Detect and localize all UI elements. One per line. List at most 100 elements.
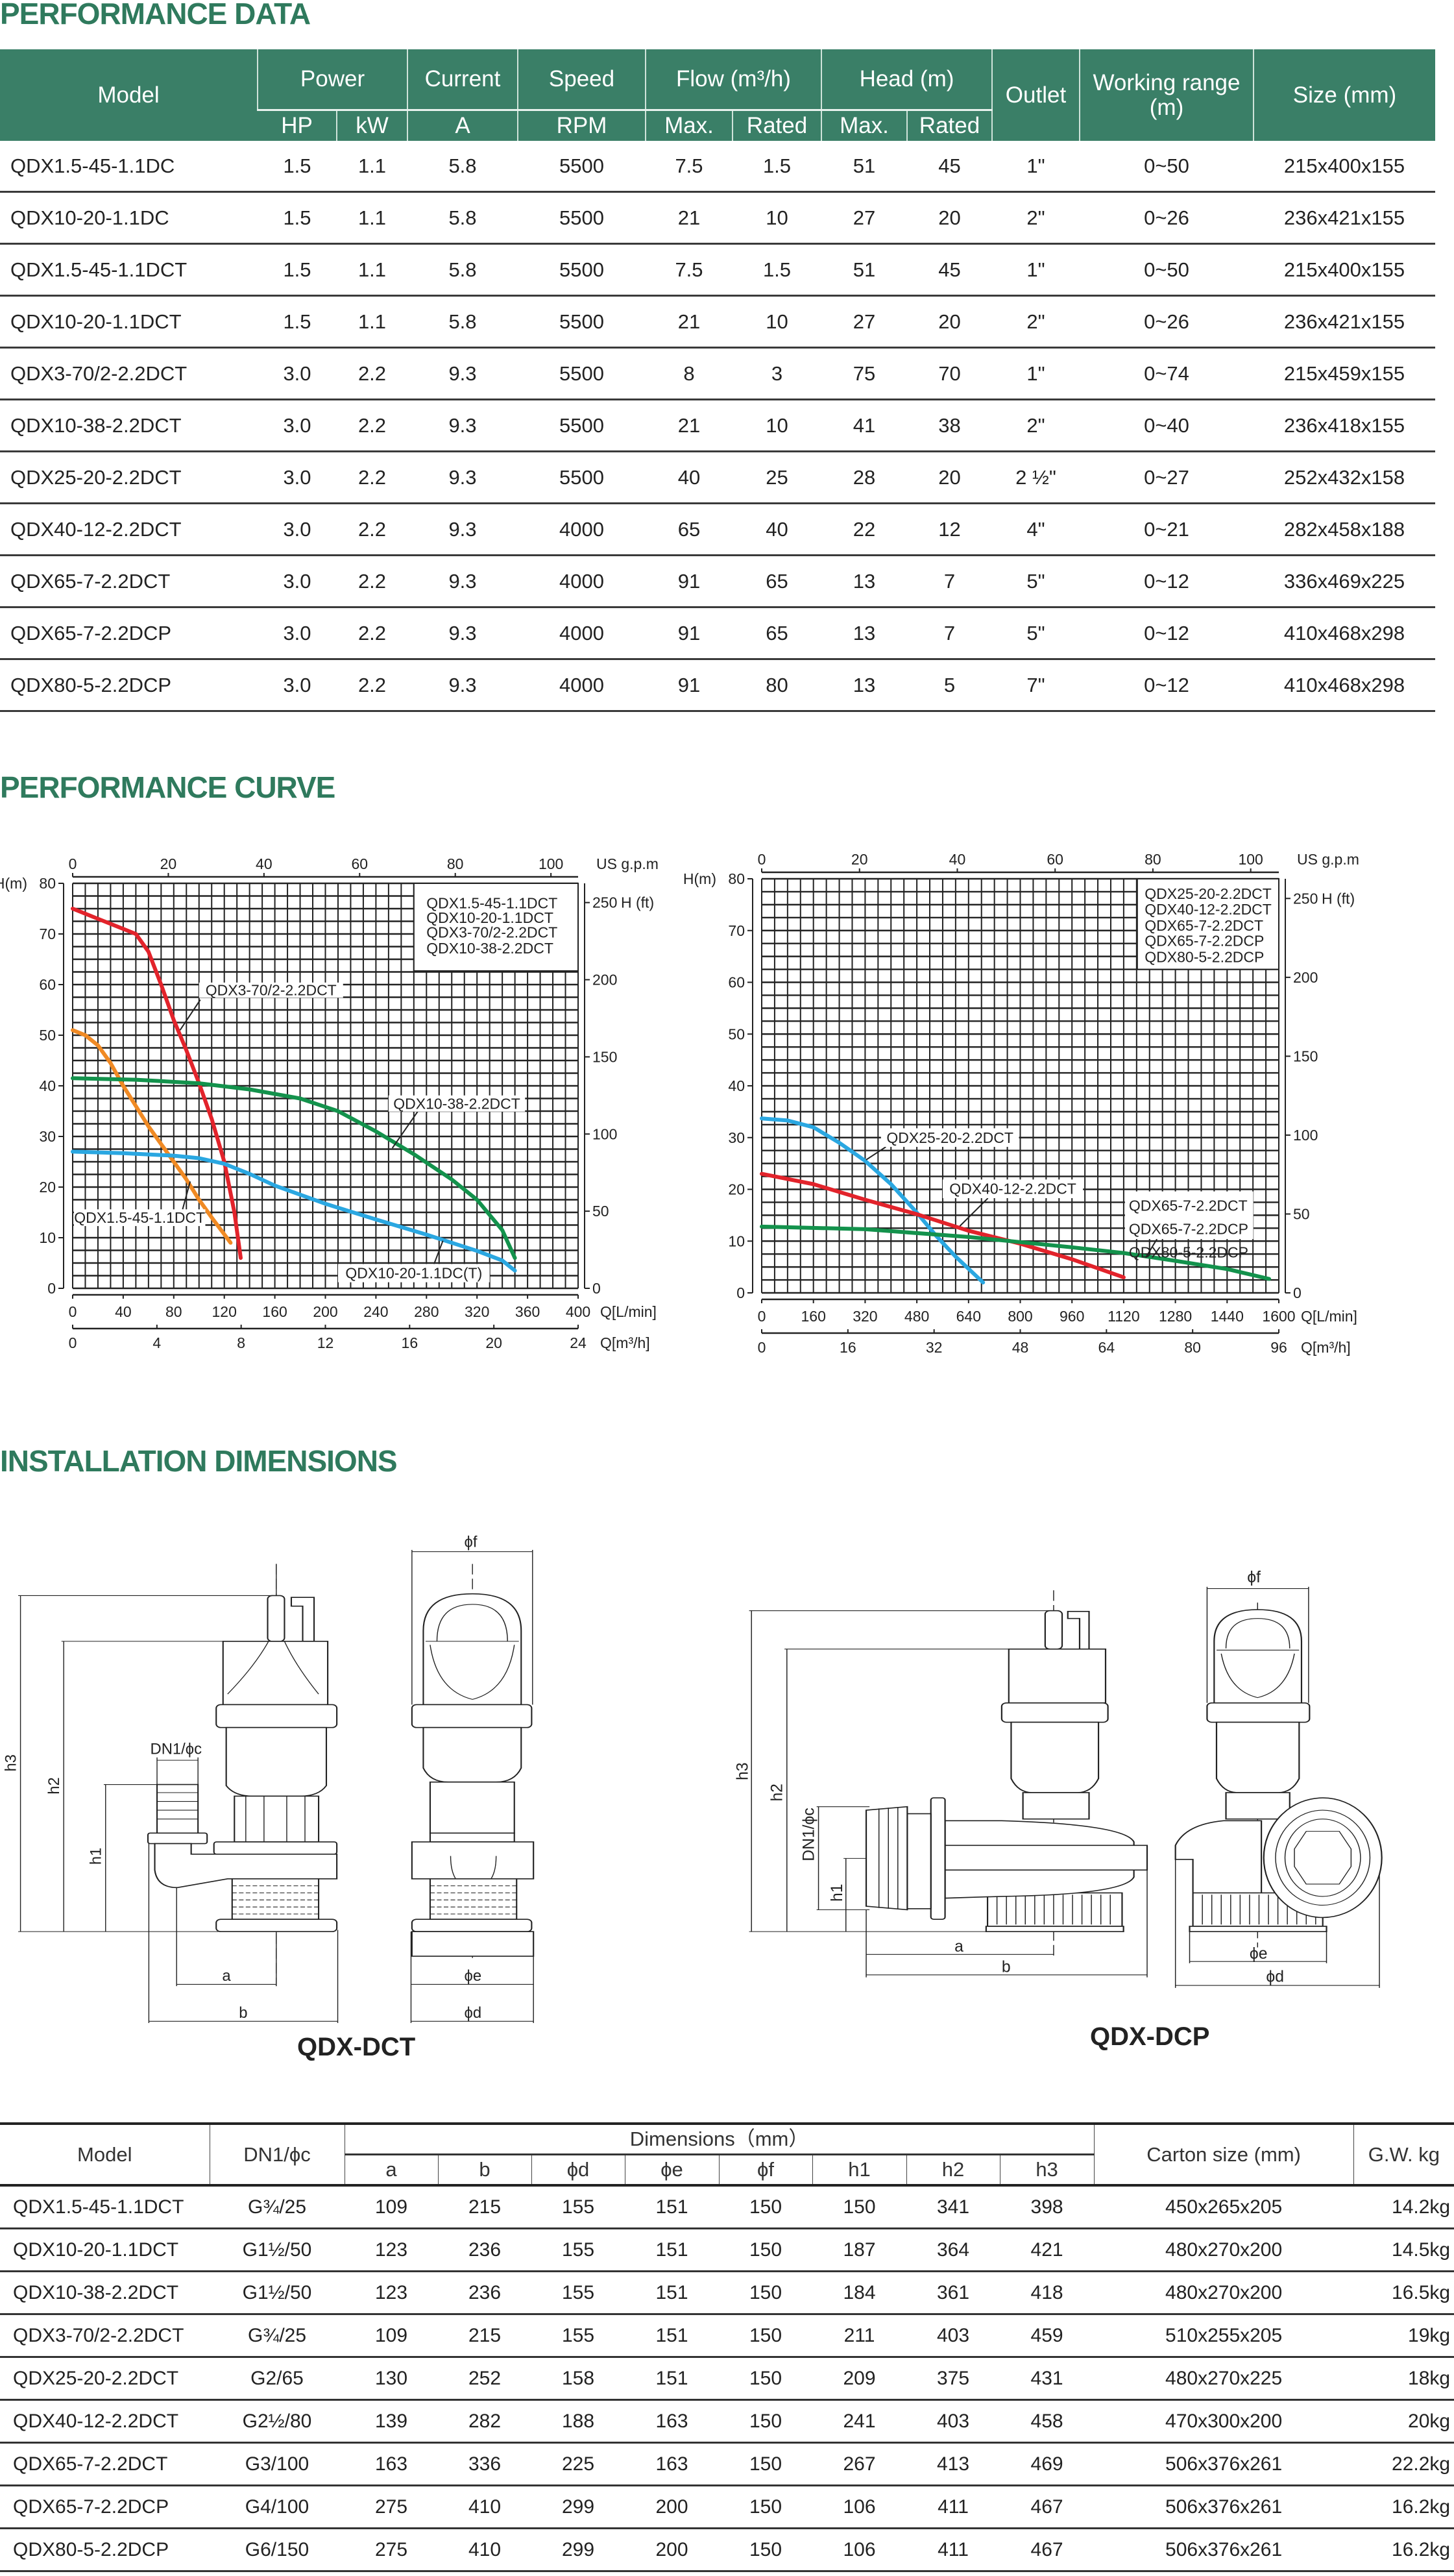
value-cell: 2" bbox=[992, 191, 1080, 245]
model-cell: QDX25-20-2.2DCT bbox=[0, 451, 258, 504]
value-cell: 151 bbox=[625, 2185, 719, 2229]
x-tick-label: 360 bbox=[515, 1303, 540, 1320]
table-row: QDX80-5-2.2DCP G6/150 275 410 299 200 150 106 41… bbox=[0, 2528, 1454, 2572]
value-cell: 3.0 bbox=[258, 399, 337, 452]
annotation-leader bbox=[179, 999, 201, 1031]
value-cell: 5.8 bbox=[407, 141, 518, 193]
x-tick-label: 480 bbox=[904, 1308, 929, 1325]
y-tick-label: 30 bbox=[728, 1129, 745, 1146]
model-cell: QDX10-38-2.2DCT bbox=[0, 2271, 210, 2315]
performance-curve-chart-1: QDX1.5-45-1.1DCTQDX10-20-1.1DCTQDX3-70/2… bbox=[0, 855, 659, 1351]
label-h2: h2 bbox=[768, 1784, 786, 1801]
y-tick-label: 0 bbox=[736, 1284, 745, 1301]
value-cell: 5500 bbox=[518, 141, 646, 193]
legend-entry: QDX80-5-2.2DCP bbox=[1145, 948, 1264, 965]
table-row: QDX80-5-2.2DCP 3.0 2.2 9.3 4000 91 80 13 5 7" 0~12… bbox=[0, 659, 1435, 712]
value-cell: 361 bbox=[906, 2271, 1000, 2315]
curve-qdx40-12-2-2dct bbox=[760, 1171, 1126, 1280]
secondary-x-tick-label: 48 bbox=[1012, 1339, 1029, 1356]
value-cell: 21 bbox=[646, 191, 733, 245]
value-cell: 16.5kg bbox=[1353, 2271, 1454, 2315]
label-d: ϕd bbox=[1266, 1969, 1284, 1986]
value-cell: 5" bbox=[992, 555, 1080, 608]
section-title-performance-data: PERFORMANCE DATA bbox=[0, 0, 311, 31]
value-cell: 9.3 bbox=[407, 555, 518, 608]
value-cell: 410x468x298 bbox=[1254, 607, 1435, 660]
value-cell: 187 bbox=[812, 2228, 906, 2272]
x-tick-label: 160 bbox=[801, 1308, 826, 1325]
value-cell: 252 bbox=[438, 2357, 531, 2401]
value-cell: 341 bbox=[906, 2185, 1000, 2229]
model-cell: QDX1.5-45-1.1DCT bbox=[0, 2185, 210, 2229]
top-x-tick-label: 20 bbox=[160, 855, 177, 872]
value-cell: 9.3 bbox=[407, 451, 518, 504]
value-cell: 1.1 bbox=[337, 191, 407, 245]
value-cell: 27 bbox=[821, 191, 907, 245]
value-cell: 7" bbox=[992, 659, 1080, 712]
subheader-dimension: ϕd bbox=[531, 2153, 625, 2186]
dimensions-table: Model DN1/ϕc Dimensions（mm） Carton size … bbox=[0, 2122, 1454, 2572]
dct-dimension-labels: h3 h2 h1 DN1/ϕc a b ϕf ϕe ϕd bbox=[3, 1534, 482, 2022]
value-cell: 413 bbox=[906, 2442, 1000, 2486]
model-cell: QDX65-7-2.2DCP bbox=[0, 607, 258, 660]
value-cell: 267 bbox=[812, 2442, 906, 2486]
value-cell: 7 bbox=[907, 555, 992, 608]
label-h1: h1 bbox=[829, 1884, 846, 1902]
header-power: Power bbox=[257, 49, 407, 110]
value-cell: 1" bbox=[992, 347, 1080, 400]
value-cell: 1.1 bbox=[337, 295, 407, 349]
value-cell: 470x300x200 bbox=[1094, 2399, 1354, 2444]
section-title-performance-curve: PERFORMANCE CURVE bbox=[0, 770, 335, 804]
value-cell: 215x400x155 bbox=[1254, 141, 1435, 193]
x-tick-label: 1120 bbox=[1108, 1308, 1139, 1325]
header-model: Model bbox=[0, 2123, 210, 2186]
model-cell: QDX10-20-1.1DCT bbox=[0, 2228, 210, 2272]
y-tick-label: 60 bbox=[39, 976, 56, 993]
top-x-tick-label: 100 bbox=[539, 855, 563, 872]
value-cell: 0~50 bbox=[1080, 243, 1254, 297]
value-cell: 25 bbox=[733, 451, 821, 504]
x-tick-label: 200 bbox=[313, 1303, 337, 1320]
legend-entry: QDX25-20-2.2DCT bbox=[1145, 885, 1272, 902]
header-dn: DN1/ϕc bbox=[209, 2123, 345, 2186]
x-tick-label: 0 bbox=[69, 1303, 77, 1320]
value-cell: 91 bbox=[646, 607, 733, 660]
secondary-x-tick-label: 24 bbox=[570, 1334, 587, 1351]
value-cell: 10 bbox=[733, 191, 821, 245]
value-cell: 3.0 bbox=[258, 659, 337, 712]
value-cell: 13 bbox=[821, 659, 907, 712]
value-cell: 3.0 bbox=[258, 503, 337, 556]
value-cell: 215x459x155 bbox=[1254, 347, 1435, 400]
subheader-dimension: h2 bbox=[906, 2153, 1000, 2186]
subheader-dimension: a bbox=[344, 2153, 439, 2186]
value-cell: 0~26 bbox=[1080, 295, 1254, 349]
value-cell: 7.5 bbox=[646, 141, 733, 193]
right-y-tick-label: 50 bbox=[1293, 1205, 1310, 1222]
header-carton-size: Carton size (mm) bbox=[1093, 2123, 1354, 2186]
value-cell: G¾/25 bbox=[210, 2185, 345, 2229]
value-cell: G3/100 bbox=[210, 2442, 345, 2486]
x-tick-label: 280 bbox=[414, 1303, 439, 1320]
value-cell: 2.2 bbox=[337, 399, 407, 452]
model-cell: QDX80-5-2.2DCP bbox=[0, 659, 258, 712]
model-cell: QDX1.5-45-1.1DCT bbox=[0, 243, 258, 297]
subheader-dimension: ϕf bbox=[718, 2153, 813, 2186]
label-dn: DN1/ϕc bbox=[800, 1808, 818, 1861]
annotation-box bbox=[337, 1264, 490, 1282]
value-cell: 5.8 bbox=[407, 191, 518, 245]
right-y-tick-label: 0 bbox=[592, 1280, 601, 1297]
curve-qdx10-20-1-1dc-t- bbox=[71, 1149, 517, 1273]
top-x-axis-label: US g.p.m bbox=[596, 855, 659, 872]
value-cell: 151 bbox=[625, 2228, 719, 2272]
label-a: a bbox=[954, 1938, 963, 1956]
secondary-x-tick-label: 32 bbox=[926, 1339, 943, 1356]
annotation-label: QDX65-7-2.2DCT bbox=[1129, 1197, 1248, 1214]
value-cell: 3.0 bbox=[258, 347, 337, 400]
model-cell: QDX10-20-1.1DCT bbox=[0, 295, 258, 349]
value-cell: G4/100 bbox=[210, 2485, 345, 2529]
table-row: QDX65-7-2.2DCT 3.0 2.2 9.3 4000 91 65 13 7 5" 0~12… bbox=[0, 555, 1435, 608]
secondary-x-tick-label: 64 bbox=[1098, 1339, 1115, 1356]
value-cell: 252x432x158 bbox=[1254, 451, 1435, 504]
label-b: b bbox=[1002, 1958, 1011, 1976]
value-cell: 467 bbox=[1000, 2485, 1095, 2529]
